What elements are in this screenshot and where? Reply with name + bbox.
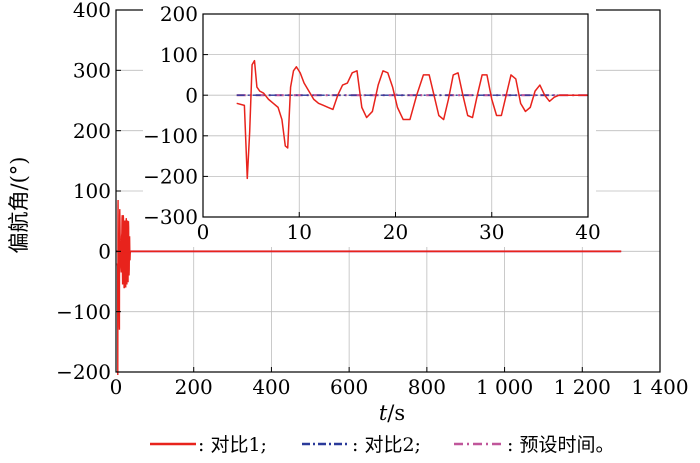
main-y-tick-label: −200 [56,360,111,384]
x-axis-label-unit: /s [387,401,405,425]
main-y-tick-label: 200 [73,119,111,143]
main-y-tick-label: 0 [98,240,111,264]
main-y-tick-label: 300 [73,59,111,83]
legend-label-series3: : 预设时间。 [507,434,614,456]
main-y-tick-label: −100 [56,300,111,324]
inset-x-tick-label: 40 [575,220,600,244]
inset-x-tick-label: 0 [197,220,210,244]
main-x-tick-label: 600 [330,375,368,399]
inset-x-tick-label: 30 [479,220,504,244]
x-axis-label: t/s [379,401,405,425]
inset-y-tick-label: 100 [160,43,198,67]
main-series-compare1-line [116,200,622,376]
inset-series [236,59,588,180]
inset-series-compare1-line [236,59,588,180]
main-x-tick-label: 200 [175,375,213,399]
y-axis-label: 偏航角/(°) [7,157,31,254]
inset-y-tick-label: −100 [143,124,198,148]
main-x-tick-label: 0 [110,375,123,399]
main-x-tick-label: 1 000 [476,375,533,399]
main-x-tick-label: 800 [408,375,446,399]
inset-x-tick-label: 20 [383,220,408,244]
main-y-tick-label: 400 [73,0,111,22]
inset-y-tick-label: 0 [185,83,198,107]
inset-y-tick-label: −300 [143,205,198,229]
inset-ticks: 0 10 20 30 40 −300 −200 −100 0 100 200 [143,2,601,244]
inset-background [143,8,596,247]
legend-label-series1: : 对比1; [198,434,267,456]
main-x-tick-label: 1 200 [554,375,611,399]
main-y-tick-label: 100 [73,179,111,203]
legend: : 对比1; : 对比2; : 预设时间。 [150,434,614,456]
main-series [116,200,622,376]
inset-y-tick-label: −200 [143,165,198,189]
x-axis-label-variable: t [379,401,388,425]
main-x-tick-label: 400 [252,375,290,399]
main-x-tick-label: 1 400 [631,375,688,399]
inset-x-tick-label: 10 [287,220,312,244]
inset-y-tick-label: 200 [160,2,198,26]
legend-label-series2: : 对比2; [352,434,421,456]
main-ticks: 0 200 400 600 800 1 000 1 200 1 400−200−1000100… [56,0,689,399]
